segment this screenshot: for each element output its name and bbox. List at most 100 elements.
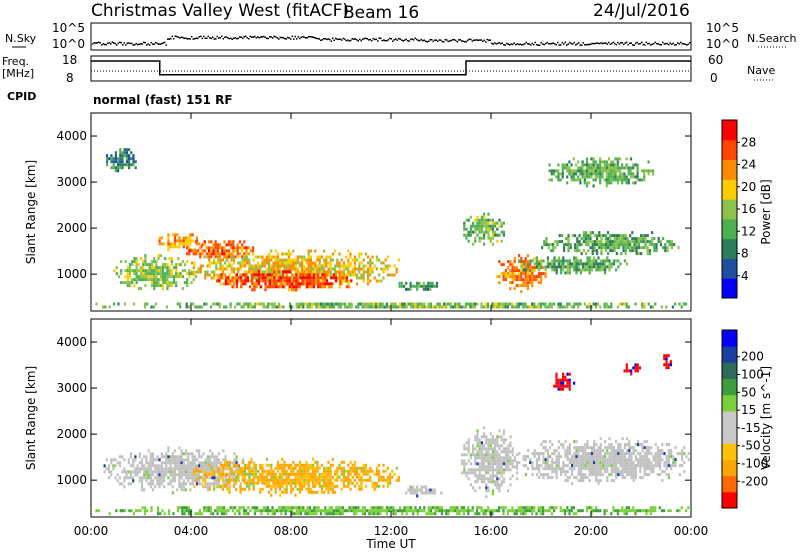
heatmap-cell <box>637 440 640 444</box>
heatmap-cell <box>194 512 197 516</box>
colorbar-tick-label: 8 <box>741 247 749 261</box>
heatmap-cell <box>584 268 587 272</box>
heatmap-cell <box>358 264 361 268</box>
heatmap-cell <box>215 485 218 489</box>
noise-point <box>585 44 587 46</box>
heatmap-cell <box>588 169 591 173</box>
heatmap-cell <box>463 453 466 457</box>
heatmap-cell <box>458 302 461 306</box>
heatmap-cell <box>606 449 609 453</box>
heatmap-cell <box>549 243 552 247</box>
heatmap-cell <box>153 284 156 288</box>
noise-point <box>509 44 511 46</box>
heatmap-cell <box>562 375 565 379</box>
heatmap-cell <box>618 157 622 161</box>
heatmap-cell <box>555 384 558 388</box>
heatmap-cell <box>252 484 255 488</box>
heatmap-cell <box>210 276 213 280</box>
heatmap-cell <box>144 269 147 273</box>
heatmap-cell <box>555 464 558 468</box>
heatmap-cell <box>241 261 244 265</box>
heatmap-cell <box>196 305 199 309</box>
heatmap-cell <box>329 264 332 268</box>
noise-point <box>611 42 613 45</box>
heatmap-cell <box>276 478 279 482</box>
heatmap-cell <box>283 463 286 467</box>
heatmap-cell <box>604 265 607 269</box>
heatmap-cell <box>582 240 585 244</box>
heatmap-cell <box>636 169 639 173</box>
heatmap-cell <box>224 482 227 486</box>
heatmap-cell <box>215 482 218 486</box>
heatmap-cell <box>659 458 662 462</box>
heatmap-cell <box>418 281 421 285</box>
heatmap-cell <box>529 266 532 270</box>
heatmap-cell <box>259 463 262 467</box>
heatmap-cell <box>144 278 147 282</box>
heatmap-cell <box>307 264 310 268</box>
heatmap-cell <box>309 270 312 274</box>
heatmap-cell <box>226 481 229 485</box>
heatmap-cell <box>496 480 499 484</box>
heatmap-cell <box>381 305 384 309</box>
heatmap-cell <box>345 478 348 482</box>
noise-point <box>372 37 374 40</box>
heatmap-cell <box>224 460 227 464</box>
heatmap-cell <box>615 458 618 462</box>
heatmap-cell <box>198 242 201 246</box>
heatmap-cell <box>454 302 457 306</box>
heatmap-cell <box>555 455 558 459</box>
heatmap-cell <box>643 178 646 182</box>
noise-point <box>530 44 532 46</box>
heatmap-cell <box>132 461 135 465</box>
noise-point <box>311 36 313 38</box>
heatmap-cell <box>312 279 315 283</box>
heatmap-cell <box>659 243 662 247</box>
heatmap-cell <box>176 239 179 243</box>
heatmap-cell <box>305 463 308 467</box>
noise-point <box>534 41 536 44</box>
heatmap-cell <box>298 484 301 488</box>
noise-point <box>638 43 640 45</box>
heatmap-cell <box>592 178 595 182</box>
heatmap-cell <box>546 452 549 456</box>
heatmap-cell <box>289 302 292 306</box>
heatmap-cell <box>126 281 129 285</box>
heatmap-cell <box>217 482 221 486</box>
heatmap-cell <box>661 479 664 483</box>
noise-point <box>333 39 335 42</box>
heatmap-cell <box>202 464 205 468</box>
heatmap-cell <box>590 464 593 468</box>
heatmap-cell <box>294 475 297 479</box>
heatmap-cell <box>235 273 238 277</box>
heatmap-cell <box>280 305 283 309</box>
noise-point <box>293 38 295 40</box>
heatmap-cell <box>628 446 631 450</box>
heatmap-cell <box>413 488 417 492</box>
heatmap-cell <box>240 282 243 286</box>
heatmap-cell <box>121 157 124 161</box>
heatmap-cell <box>137 509 140 513</box>
heatmap-cell <box>243 478 246 482</box>
heatmap-cell <box>215 273 218 277</box>
heatmap-cell <box>160 476 163 480</box>
heatmap-cell <box>151 470 155 474</box>
heatmap-cell <box>374 302 377 306</box>
heatmap-cell <box>306 279 309 283</box>
heatmap-cell <box>353 273 356 277</box>
noise-point <box>672 42 674 45</box>
heatmap-cell <box>557 169 560 173</box>
heatmap-cell <box>568 262 571 266</box>
heatmap-cell <box>133 272 136 276</box>
heatmap-cell <box>272 469 275 473</box>
heatmap-cell <box>123 163 126 167</box>
heatmap-cell <box>201 252 204 256</box>
heatmap-cell <box>589 237 592 241</box>
heatmap-cell <box>581 169 584 173</box>
heatmap-cell <box>323 267 326 271</box>
heatmap-cell <box>610 470 613 474</box>
heatmap-cell <box>661 452 664 456</box>
heatmap-cell <box>179 275 182 279</box>
heatmap-cell <box>283 261 286 265</box>
heatmap-cell <box>149 476 152 480</box>
